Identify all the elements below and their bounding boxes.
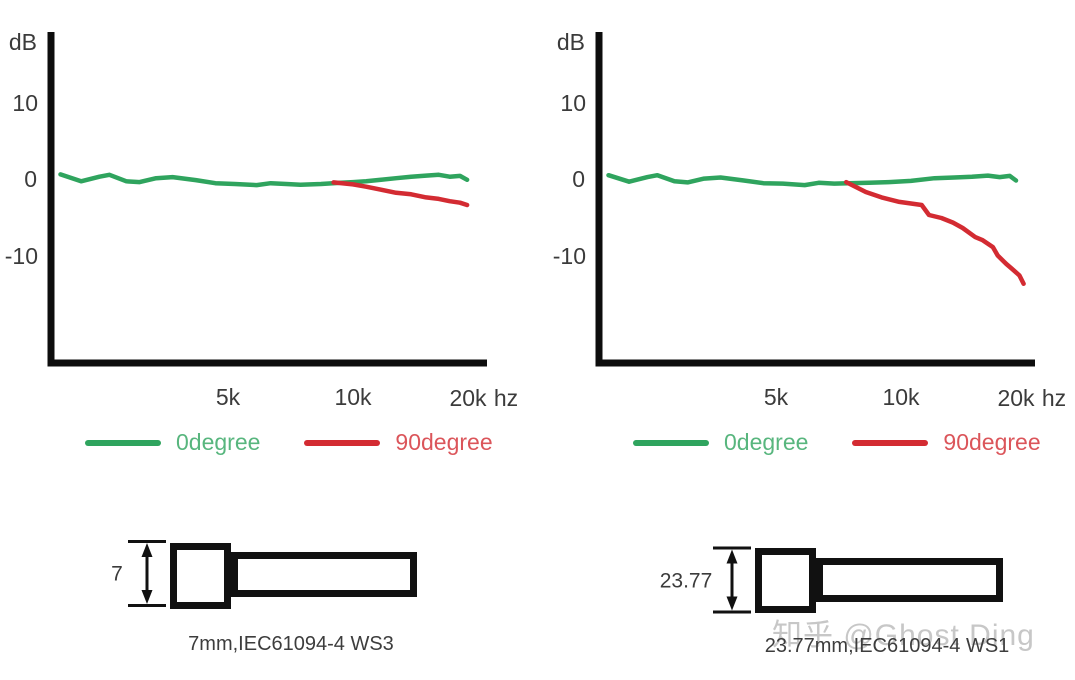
legend-item-90degree: 90degree xyxy=(852,429,1041,456)
mic-capsule xyxy=(755,548,816,613)
chart-right-plot: dB 10 0 -10 5k 10k 20k hz xyxy=(553,29,1066,411)
y-tick-neg10: -10 xyxy=(5,243,38,269)
legend-swatch-0degree xyxy=(633,439,709,446)
legend-label-0degree: 0degree xyxy=(724,429,809,455)
mic-body xyxy=(231,552,417,597)
mic-diagram-right: 23.77 23.77mm,IEC61094-4 WS1 xyxy=(660,546,1010,657)
arrow-up-icon xyxy=(726,549,738,564)
arrow-down-icon xyxy=(726,596,738,611)
series-line-0degree xyxy=(606,172,1019,188)
series-line-0degree xyxy=(58,172,470,188)
legend-swatch-90degree xyxy=(304,439,381,446)
legend-item-0degree: 0degree xyxy=(85,429,260,456)
x-tick-5k: 5k xyxy=(764,384,789,410)
y-axis-title: dB xyxy=(557,29,585,55)
arrow-up-icon xyxy=(141,543,153,557)
legend-left: 0degree 90degree xyxy=(85,429,537,456)
x-axis-title: hz xyxy=(1042,385,1066,411)
arrow-down-icon xyxy=(141,590,153,604)
legend-swatch-0degree xyxy=(85,439,161,446)
mic-body xyxy=(816,558,1003,602)
x-axis-title: hz xyxy=(494,385,518,411)
chart-right: dB 10 0 -10 5k 10k 20k hz 0degree 90degr… xyxy=(548,15,1075,485)
x-tick-10k: 10k xyxy=(334,384,372,410)
legend-swatch-90degree xyxy=(852,439,929,446)
x-tick-5k: 5k xyxy=(216,384,241,410)
mic-diagram-left: 7 7mm,IEC61094-4 WS3 xyxy=(111,540,417,655)
y-tick-neg10: -10 xyxy=(553,243,586,269)
mic-capsule xyxy=(170,543,231,609)
legend-item-0degree: 0degree xyxy=(633,429,808,456)
series-line-90degree xyxy=(331,180,470,208)
legend-label-90degree: 90degree xyxy=(395,429,493,455)
y-axis-title: dB xyxy=(9,29,37,55)
x-tick-20k: 20k xyxy=(449,385,487,411)
y-tick-0: 0 xyxy=(572,166,585,192)
mic-caption: 7mm,IEC61094-4 WS3 xyxy=(188,633,394,655)
legend-label-90degree: 90degree xyxy=(943,429,1041,455)
series-line-90degree xyxy=(843,179,1026,287)
legend-item-90degree: 90degree xyxy=(304,429,493,456)
x-tick-20k: 20k xyxy=(997,385,1035,411)
y-tick-0: 0 xyxy=(24,166,37,192)
legend-right: 0degree 90degree xyxy=(633,429,1075,456)
y-tick-10: 10 xyxy=(12,90,38,116)
watermark-text: 知乎 @Ghost Ding xyxy=(772,619,1035,652)
y-tick-10: 10 xyxy=(560,90,586,116)
legend-label-0degree: 0degree xyxy=(176,429,261,455)
chart-left-plot: dB 10 0 -10 5k 10k 20k hz xyxy=(5,29,518,411)
chart-left: dB 10 0 -10 5k 10k 20k hz 0degree 90degr… xyxy=(0,15,527,485)
mic-caption: 23.77mm,IEC61094-4 WS1 xyxy=(765,635,1010,657)
x-tick-10k: 10k xyxy=(882,384,920,410)
dimension-value: 7 xyxy=(111,563,123,586)
dimension-value: 23.77 xyxy=(660,570,713,593)
